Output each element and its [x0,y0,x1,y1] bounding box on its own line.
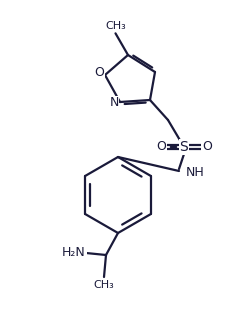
Text: O: O [94,67,104,79]
Text: NH: NH [186,166,204,179]
Text: CH₃: CH₃ [94,280,114,290]
Text: H₂N: H₂N [62,246,86,259]
Text: O: O [156,140,166,153]
Text: S: S [180,140,188,154]
Text: CH₃: CH₃ [105,21,126,31]
Text: O: O [202,140,212,153]
Text: N: N [109,96,119,109]
